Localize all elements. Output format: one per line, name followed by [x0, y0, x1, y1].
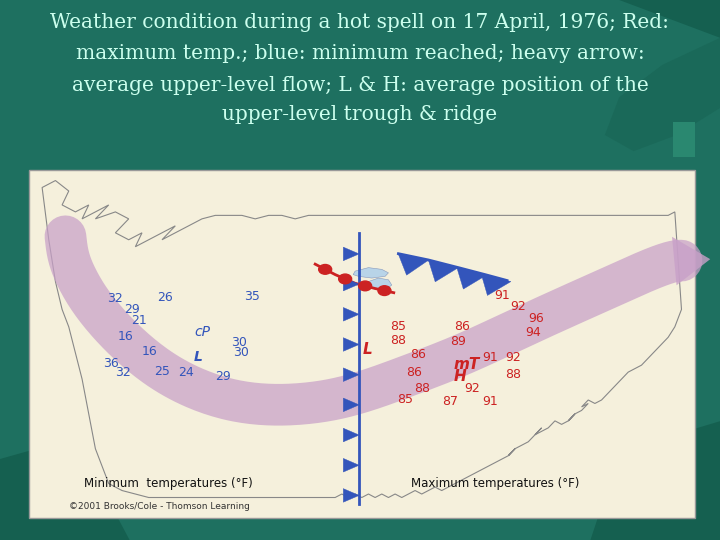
- Polygon shape: [343, 398, 359, 411]
- Text: 24: 24: [178, 366, 194, 379]
- Circle shape: [359, 281, 372, 291]
- Polygon shape: [343, 338, 359, 352]
- Bar: [673, 122, 695, 157]
- Polygon shape: [0, 443, 130, 540]
- Text: 16: 16: [117, 330, 133, 343]
- Text: Minimum  temperatures (°F): Minimum temperatures (°F): [84, 477, 253, 490]
- Text: 29: 29: [124, 303, 140, 316]
- Text: average upper-level flow; L & H: average position of the: average upper-level flow; L & H: average…: [71, 76, 649, 94]
- Circle shape: [338, 274, 351, 284]
- Text: 36: 36: [103, 357, 119, 370]
- Text: 30: 30: [230, 336, 246, 349]
- Text: 35: 35: [244, 289, 260, 303]
- Text: H: H: [454, 369, 467, 384]
- Polygon shape: [398, 254, 428, 275]
- Polygon shape: [605, 38, 720, 151]
- Text: Weather condition during a hot spell on 17 April, 1976; Red:: Weather condition during a hot spell on …: [50, 14, 670, 32]
- Text: 21: 21: [131, 314, 147, 327]
- Text: 86: 86: [454, 320, 469, 333]
- Polygon shape: [367, 278, 392, 289]
- Text: Maximum temperatures (°F): Maximum temperatures (°F): [411, 477, 579, 490]
- Polygon shape: [619, 0, 720, 38]
- Text: 91: 91: [494, 289, 510, 302]
- Circle shape: [319, 265, 332, 274]
- Polygon shape: [590, 421, 720, 540]
- Polygon shape: [428, 260, 459, 282]
- Polygon shape: [353, 268, 389, 278]
- Bar: [29, 170, 695, 518]
- Text: 92: 92: [505, 351, 521, 364]
- Text: mT: mT: [454, 357, 480, 372]
- Text: 92: 92: [464, 382, 480, 395]
- Text: 86: 86: [406, 366, 422, 379]
- Text: upper-level trough & ridge: upper-level trough & ridge: [222, 105, 498, 124]
- Text: 94: 94: [525, 326, 541, 339]
- Text: 89: 89: [451, 335, 467, 348]
- Text: 26: 26: [158, 291, 174, 303]
- Text: 96: 96: [528, 312, 544, 325]
- Text: 30: 30: [233, 346, 248, 359]
- Polygon shape: [343, 428, 359, 442]
- Polygon shape: [481, 274, 511, 295]
- Text: 16: 16: [142, 345, 158, 357]
- Text: L: L: [194, 350, 203, 365]
- Text: cP: cP: [194, 325, 210, 339]
- Text: maximum temp.; blue: minimum reached; heavy arrow:: maximum temp.; blue: minimum reached; he…: [76, 44, 644, 63]
- Polygon shape: [343, 458, 359, 472]
- Text: 85: 85: [390, 320, 406, 333]
- Polygon shape: [343, 489, 359, 502]
- Text: 87: 87: [441, 395, 458, 408]
- Text: 85: 85: [397, 394, 413, 407]
- Circle shape: [378, 286, 391, 295]
- Text: ©2001 Brooks/Cole - Thomson Learning: ©2001 Brooks/Cole - Thomson Learning: [69, 502, 250, 511]
- Text: 32: 32: [107, 293, 123, 306]
- Text: 88: 88: [414, 382, 430, 395]
- Text: 92: 92: [510, 300, 526, 313]
- Text: 91: 91: [482, 395, 498, 408]
- Text: 91: 91: [482, 351, 498, 364]
- Text: 32: 32: [115, 366, 131, 379]
- Polygon shape: [343, 368, 359, 381]
- Text: 25: 25: [154, 365, 170, 378]
- Polygon shape: [343, 278, 359, 291]
- Polygon shape: [343, 307, 359, 321]
- Text: 86: 86: [410, 348, 426, 361]
- Polygon shape: [456, 267, 487, 289]
- Polygon shape: [343, 247, 359, 261]
- Text: 88: 88: [505, 368, 521, 381]
- Polygon shape: [672, 237, 710, 285]
- Text: 29: 29: [215, 370, 231, 383]
- Text: 88: 88: [390, 334, 406, 347]
- Text: L: L: [362, 342, 372, 357]
- Polygon shape: [42, 180, 681, 497]
